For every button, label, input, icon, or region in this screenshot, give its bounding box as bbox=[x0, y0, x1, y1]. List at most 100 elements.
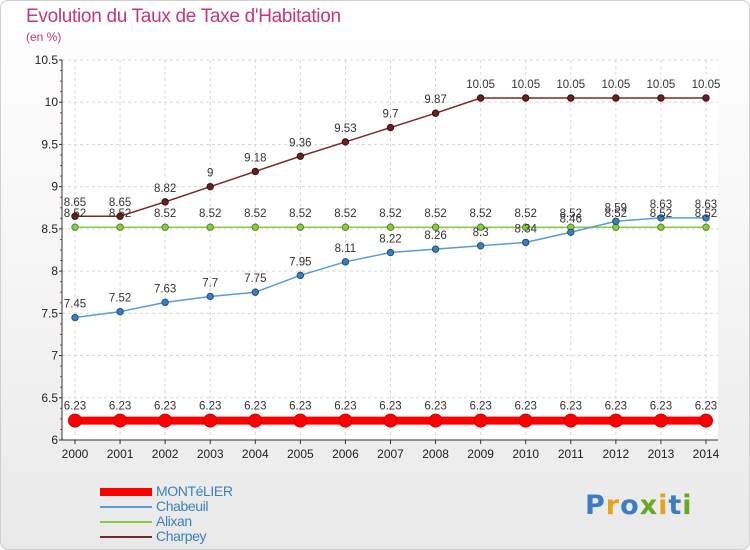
x-tick-label: 2014 bbox=[693, 447, 720, 461]
data-point-montelier bbox=[428, 413, 443, 428]
data-label-charpey: 10.05 bbox=[556, 79, 585, 91]
data-point-alixan bbox=[657, 223, 665, 231]
x-tick-label: 2008 bbox=[422, 447, 449, 461]
data-point-chabeuil bbox=[612, 217, 620, 225]
data-label-montelier: 6.23 bbox=[650, 401, 672, 413]
data-point-alixan bbox=[341, 223, 350, 231]
data-label-alixan: 8.52 bbox=[379, 208, 401, 220]
data-label-charpey: 9.18 bbox=[244, 152, 266, 164]
data-point-charpey bbox=[657, 94, 665, 102]
data-point-charpey bbox=[476, 94, 485, 102]
proxiti-logo: Proxiti bbox=[585, 490, 693, 521]
logo-letter: i bbox=[658, 490, 669, 521]
data-point-alixan bbox=[71, 223, 79, 231]
data-point-montelier bbox=[473, 413, 488, 428]
x-tick-label: 2009 bbox=[467, 447, 494, 461]
data-point-alixan bbox=[431, 223, 440, 231]
legend-item-chabeuil: Chabeuil bbox=[100, 498, 300, 514]
data-label-charpey: 9 bbox=[207, 168, 213, 180]
data-point-alixan bbox=[702, 223, 710, 231]
y-tick-label: 8 bbox=[51, 264, 58, 278]
x-tick-label: 2004 bbox=[242, 447, 269, 461]
data-label-alixan: 8.52 bbox=[424, 208, 446, 220]
y-tick-label: 7 bbox=[51, 349, 58, 363]
data-point-montelier bbox=[653, 413, 668, 428]
data-point-chabeuil bbox=[702, 214, 710, 222]
data-label-charpey: 10.05 bbox=[511, 79, 540, 91]
legend-swatch-charpey bbox=[100, 536, 152, 538]
data-point-chabeuil bbox=[161, 298, 169, 307]
data-label-alixan: 8.52 bbox=[650, 208, 672, 220]
logo-letter: i bbox=[682, 490, 693, 521]
data-label-montelier: 6.23 bbox=[379, 401, 401, 413]
data-point-chabeuil bbox=[657, 214, 665, 222]
data-point-chabeuil bbox=[206, 292, 214, 301]
data-label-chabeuil: 7.52 bbox=[109, 293, 131, 305]
data-point-charpey bbox=[71, 212, 79, 220]
data-point-montelier bbox=[608, 413, 623, 428]
legend-label-alixan: Alixan bbox=[156, 513, 192, 529]
y-tick-label: 7.5 bbox=[41, 306, 58, 320]
logo-letter: t bbox=[668, 490, 683, 521]
data-label-montelier: 6.23 bbox=[244, 401, 266, 413]
data-label-alixan: 8.52 bbox=[154, 208, 176, 220]
data-point-montelier bbox=[293, 413, 308, 428]
data-label-chabeuil: 7.7 bbox=[202, 277, 218, 289]
data-label-alixan: 8.52 bbox=[109, 208, 131, 220]
data-point-montelier bbox=[338, 413, 353, 428]
data-label-chabeuil: 8.34 bbox=[515, 223, 538, 235]
x-tick-label: 2013 bbox=[648, 447, 675, 461]
x-tick-label: 2011 bbox=[558, 447, 584, 461]
data-label-montelier: 6.23 bbox=[469, 401, 491, 413]
data-label-alixan: 8.52 bbox=[605, 208, 627, 220]
legend-item-montelier: MONTéLIER bbox=[100, 483, 300, 499]
data-label-charpey: 8.82 bbox=[154, 183, 176, 195]
data-point-chabeuil bbox=[116, 307, 124, 316]
data-label-montelier: 6.23 bbox=[64, 401, 86, 413]
x-tick-label: 2010 bbox=[512, 447, 539, 461]
legend-swatch-chabeuil bbox=[100, 506, 152, 508]
legend-label-montelier: MONTéLIER bbox=[156, 483, 233, 499]
data-point-montelier bbox=[203, 413, 218, 428]
y-tick-label: 9 bbox=[51, 180, 58, 194]
data-label-chabeuil: 8.22 bbox=[379, 234, 401, 246]
data-point-montelier bbox=[158, 413, 173, 428]
x-tick-label: 2005 bbox=[287, 447, 314, 461]
data-label-chabeuil: 8.26 bbox=[424, 230, 446, 242]
data-label-chabeuil: 8.59 bbox=[605, 202, 627, 214]
legend-item-charpey: Charpey bbox=[100, 528, 300, 544]
data-point-charpey bbox=[386, 123, 395, 132]
y-tick-label: 10 bbox=[45, 95, 59, 109]
data-point-chabeuil bbox=[251, 288, 259, 296]
x-tick-label: 2002 bbox=[152, 447, 179, 461]
data-point-charpey bbox=[341, 138, 350, 146]
data-label-charpey: 9.87 bbox=[424, 94, 446, 106]
data-label-charpey: 8.65 bbox=[64, 197, 86, 209]
data-label-montelier: 6.23 bbox=[695, 401, 717, 413]
data-point-alixan bbox=[476, 223, 485, 231]
data-point-montelier bbox=[518, 413, 533, 428]
data-point-alixan bbox=[206, 223, 214, 231]
logo-letter: P bbox=[585, 490, 606, 521]
y-tick-label: 9.5 bbox=[41, 137, 58, 151]
data-point-montelier bbox=[699, 413, 713, 428]
data-label-charpey: 9.53 bbox=[334, 123, 356, 135]
y-tick-label: 6 bbox=[51, 433, 58, 447]
data-point-montelier bbox=[248, 413, 263, 428]
data-point-alixan bbox=[386, 223, 395, 231]
data-point-chabeuil bbox=[476, 242, 485, 250]
data-label-chabeuil: 8.3 bbox=[473, 227, 489, 239]
data-label-chabeuil: 8.46 bbox=[560, 213, 582, 225]
data-point-chabeuil bbox=[296, 271, 305, 280]
legend-item-alixan: Alixan bbox=[100, 513, 300, 529]
data-point-charpey bbox=[567, 94, 575, 102]
data-label-chabeuil: 8.63 bbox=[650, 199, 672, 211]
data-point-charpey bbox=[206, 182, 214, 191]
data-point-charpey bbox=[251, 167, 259, 176]
data-point-chabeuil bbox=[71, 313, 79, 322]
data-point-montelier bbox=[383, 413, 398, 428]
data-point-chabeuil bbox=[341, 258, 350, 266]
data-point-alixan bbox=[296, 223, 305, 231]
data-label-chabeuil: 7.75 bbox=[244, 273, 266, 285]
data-label-charpey: 9.36 bbox=[289, 137, 311, 149]
